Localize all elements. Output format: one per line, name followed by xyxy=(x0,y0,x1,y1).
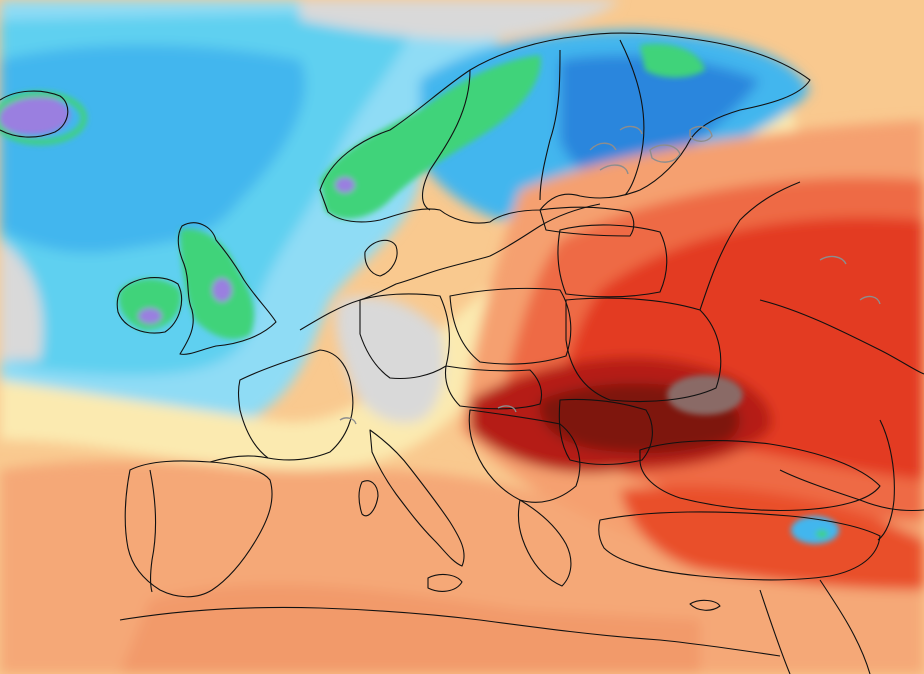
north-africa-coast xyxy=(119,606,781,657)
sicily-coast xyxy=(427,573,463,592)
caucasus-border xyxy=(779,469,924,512)
norway-sweden-border xyxy=(421,69,471,211)
spain-portugal-border xyxy=(149,469,157,593)
field-west-grey xyxy=(0,240,43,360)
finland-russia-border xyxy=(619,39,645,196)
turkey-border xyxy=(598,511,881,581)
greece-coast xyxy=(517,499,572,587)
cyprus-coast xyxy=(689,599,721,611)
volga-reservoirs xyxy=(819,255,881,305)
middle-east-border xyxy=(759,589,791,674)
belarus-border xyxy=(557,224,668,298)
scandinavia-coast xyxy=(319,32,811,224)
russia-ukraine-border xyxy=(699,181,801,311)
norway-violet xyxy=(335,177,355,193)
poland-border xyxy=(449,287,572,365)
denmark-coast xyxy=(364,239,398,277)
finnish-lakes xyxy=(589,125,643,175)
iraq-border xyxy=(819,579,871,674)
lakes xyxy=(339,125,881,425)
lake-ladoga xyxy=(649,144,681,163)
caspian-grey xyxy=(667,375,743,415)
great-britain-coast xyxy=(177,222,277,355)
ukraine-border xyxy=(565,297,722,403)
russia-kazakh-border xyxy=(759,299,924,375)
baltic-border xyxy=(539,206,635,237)
romania-border xyxy=(558,398,653,465)
lake-geneva xyxy=(339,417,357,425)
ireland-violet xyxy=(138,308,162,324)
armenia-green xyxy=(816,530,828,538)
france-border xyxy=(237,349,354,461)
caspian-coast xyxy=(877,419,895,541)
lake-onega xyxy=(689,125,713,142)
field-atlantic-blue xyxy=(0,45,306,253)
italy-coast xyxy=(369,429,465,567)
ireland-green xyxy=(118,278,181,330)
field-africa-orange xyxy=(120,584,700,674)
field-finland-deepblue xyxy=(560,55,760,179)
coastlines-and-borders xyxy=(0,32,924,674)
iceland-edge xyxy=(0,91,87,145)
sweden-finland-border xyxy=(539,49,561,201)
black-sea-coast xyxy=(639,440,881,512)
iceland-cold-core xyxy=(0,95,70,135)
armenia-blue xyxy=(791,516,839,544)
local-features xyxy=(0,43,839,544)
iceland-coast xyxy=(0,90,69,138)
norway-green xyxy=(320,55,541,219)
austria-czech-border xyxy=(444,365,543,410)
gb-violet xyxy=(212,278,232,302)
ireland-coast xyxy=(116,277,183,334)
lake-balaton xyxy=(497,405,517,413)
sardinia-coast xyxy=(358,480,379,517)
lapland-green xyxy=(640,43,705,78)
field-central-grey xyxy=(335,296,444,423)
france-spain-border xyxy=(209,455,269,463)
balkans-border xyxy=(468,409,581,503)
field-north-grey xyxy=(300,0,620,40)
